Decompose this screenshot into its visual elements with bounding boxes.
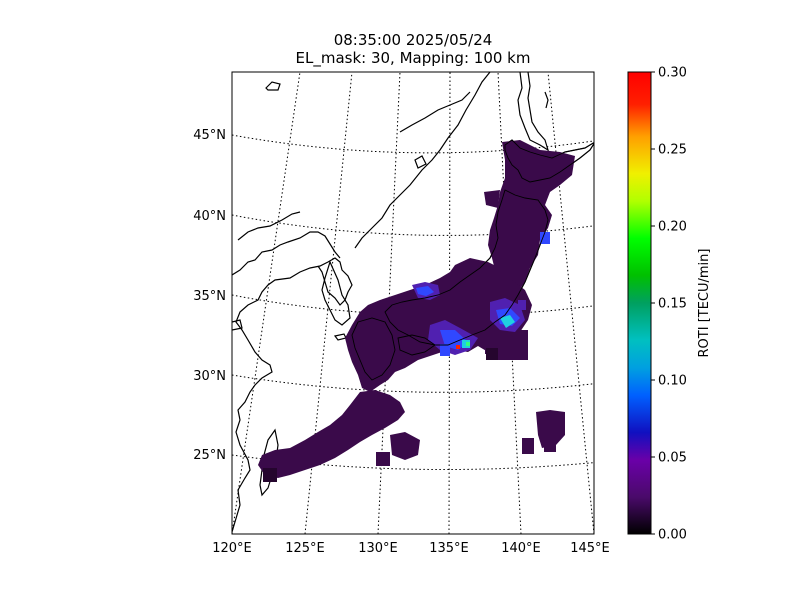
lon-label-135: 135°E <box>429 541 469 556</box>
lat-label-25: 25°N <box>193 448 226 463</box>
colorbar-tick-label: 0.30 <box>658 66 687 81</box>
colorbar-label: ROTI [TECU/min] <box>697 249 712 358</box>
lon-label-125: 125°E <box>285 541 325 556</box>
colorbar-gradient <box>627 71 652 535</box>
colorbar-tick-label: 0.25 <box>658 143 687 158</box>
colorbar-tick-label: 0.05 <box>658 451 687 466</box>
lat-label-30: 30°N <box>193 369 226 384</box>
lon-label-145: 145°E <box>570 541 610 556</box>
lon-label-130: 130°E <box>358 541 398 556</box>
colorbar-ticks: 0.00 0.05 0.10 0.15 0.20 0.25 0.30 <box>651 66 687 543</box>
lon-label-120: 120°E <box>212 541 252 556</box>
roti-cells <box>258 140 575 482</box>
colorbar-tick-label: 0.10 <box>658 374 687 389</box>
meridians <box>232 72 594 534</box>
colorbar-tick-label: 0.00 <box>658 528 687 543</box>
colorbar-tick-label: 0.15 <box>658 297 687 312</box>
lon-label-140: 140°E <box>501 541 541 556</box>
map-content <box>232 72 594 534</box>
colorbar: 0.00 0.05 0.10 0.15 0.20 0.25 0.30 ROTI [TECU/… <box>627 66 712 543</box>
lat-label-40: 40°N <box>193 209 226 224</box>
longitude-labels: 120°E 125°E 130°E 135°E 140°E 145°E <box>212 541 610 556</box>
latitude-labels: 45°N 40°N 35°N 30°N 25°N <box>193 128 226 463</box>
lat-label-35: 35°N <box>193 289 226 304</box>
map-frame <box>231 71 595 535</box>
coastlines-overlay <box>351 139 594 381</box>
lat-label-45: 45°N <box>193 128 226 143</box>
map-title-time: 08:35:00 2025/05/24 <box>333 31 493 49</box>
map-title-settings: EL_mask: 30, Mapping: 100 km <box>295 49 531 67</box>
colorbar-tick-label: 0.20 <box>658 220 687 235</box>
